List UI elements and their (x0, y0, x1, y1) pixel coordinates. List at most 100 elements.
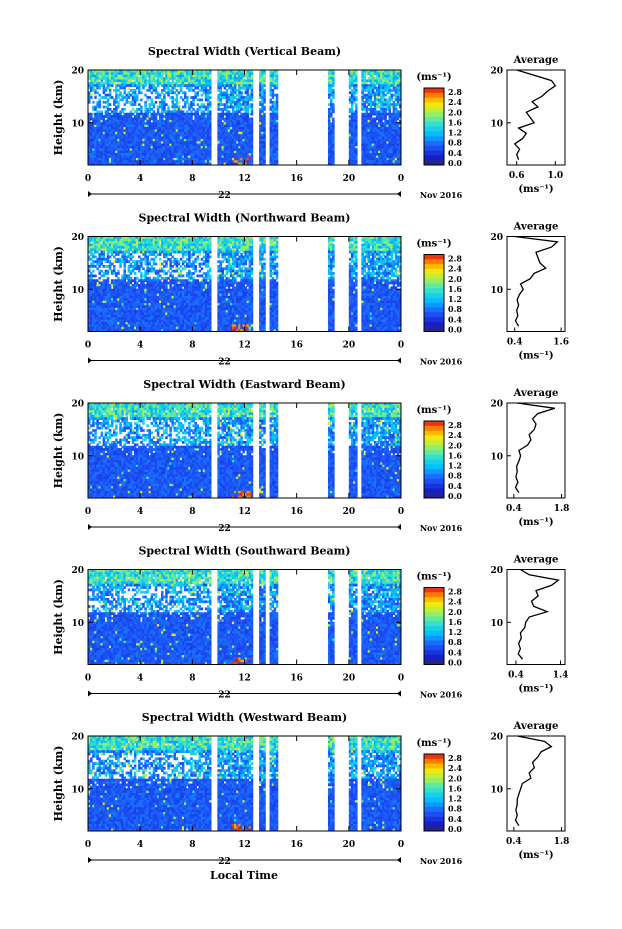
heatmap-cell (182, 110, 184, 113)
heatmap-cell (209, 137, 211, 140)
heatmap-cell (176, 96, 178, 99)
heatmap-cell (332, 158, 334, 161)
heatmap-cell (251, 153, 253, 156)
heatmap-cell (353, 101, 355, 104)
heatmap-cell (332, 246, 334, 249)
heatmap-cell (153, 110, 155, 113)
x-tick-label: 0 (85, 174, 91, 184)
heatmap-cell (136, 96, 138, 99)
heatmap-cell (384, 110, 386, 113)
heatmap-cell (134, 103, 136, 106)
heatmap-cell (263, 139, 265, 142)
heatmap-cell (176, 258, 178, 261)
heatmap-cell (384, 94, 386, 97)
heatmap-cell (332, 129, 334, 132)
heatmap-cell (119, 91, 121, 94)
heatmap-cell (355, 127, 357, 130)
heatmap-cell (355, 110, 357, 113)
heatmap-cell (186, 96, 188, 99)
heatmap-cell (188, 251, 190, 254)
heatmap-cell (247, 115, 249, 118)
heatmap-cell (209, 153, 211, 156)
heatmap-cell (92, 253, 94, 256)
heatmap-cell (153, 258, 155, 261)
heatmap-cell (263, 132, 265, 135)
heatmap-cell (155, 87, 157, 90)
heatmap-cell (119, 248, 121, 251)
heatmap-cell (236, 113, 238, 116)
heatmap-cell (155, 115, 157, 118)
heatmap-cell (355, 120, 357, 123)
heatmap-cell (397, 118, 399, 121)
average-profile-line (515, 70, 556, 160)
heatmap-cell (138, 87, 140, 90)
heatmap-cell (251, 125, 253, 128)
heatmap-cell (332, 132, 334, 135)
heatmap-cell (251, 137, 253, 140)
heatmap-cell (276, 241, 278, 244)
heatmap-cell (355, 144, 357, 147)
heatmap-cell (155, 118, 157, 121)
heatmap-cell (332, 137, 334, 140)
heatmap-cell (355, 246, 357, 249)
heatmap-cell (251, 253, 253, 256)
heatmap-cell (115, 108, 117, 111)
heatmap-cell (355, 239, 357, 242)
heatmap-cell (186, 110, 188, 113)
heatmap-cell (209, 106, 211, 109)
heatmap-cell (251, 72, 253, 75)
heatmap-cell (107, 110, 109, 113)
heatmap-cell (238, 241, 240, 244)
heatmap-cell (263, 148, 265, 151)
heatmap-cell (276, 77, 278, 80)
heatmap-cell (130, 258, 132, 261)
heatmap-cell (330, 87, 332, 90)
heatmap-cell (263, 244, 265, 247)
heatmap-cell (209, 129, 211, 132)
heatmap-cell (153, 103, 155, 106)
heatmap-cell (197, 91, 199, 94)
heatmap-cell (251, 156, 253, 159)
heatmap-cell (261, 110, 263, 113)
heatmap-cell (251, 139, 253, 142)
heatmap-cell (142, 87, 144, 90)
heatmap-cell (276, 101, 278, 104)
heatmap-cell (224, 87, 226, 90)
heatmap-cell (209, 80, 211, 83)
heatmap-cell (155, 256, 157, 259)
heatmap-cell (169, 258, 171, 261)
heatmap-cell (355, 115, 357, 118)
heatmap-cell (153, 77, 155, 80)
heatmap-cell (197, 258, 199, 261)
heatmap-cell (332, 103, 334, 106)
heatmap-cell (263, 115, 265, 118)
heatmap-cell (388, 87, 390, 90)
avg-x-tick-label: 1.0 (547, 171, 563, 181)
heatmap-cell (146, 256, 148, 259)
heatmap-cell (103, 253, 105, 256)
heatmap-cell (134, 101, 136, 104)
heatmap-cell (209, 75, 211, 78)
heatmap-cell (232, 99, 234, 102)
heatmap-cell (263, 99, 265, 102)
average-frame (507, 70, 565, 165)
heatmap-cell (355, 118, 357, 121)
heatmap-cell (109, 108, 111, 111)
heatmap-cell (115, 110, 117, 113)
colorbar-swatch (424, 107, 444, 112)
heatmap-cell (105, 89, 107, 92)
heatmap-cell (190, 256, 192, 259)
heatmap-cell (263, 146, 265, 149)
colorbar-swatch (424, 112, 444, 117)
heatmap-cell (330, 99, 332, 102)
heatmap-cell (163, 89, 165, 92)
heatmap-cell (230, 103, 232, 106)
heatmap-cell (276, 87, 278, 90)
heatmap-cell (171, 256, 173, 259)
heatmap-cell (209, 87, 211, 90)
colorbar-swatch (424, 88, 444, 93)
heatmap-cell (140, 260, 142, 263)
heatmap-cell (355, 72, 357, 75)
heatmap-cell (153, 84, 155, 87)
heatmap-cell (242, 77, 244, 80)
